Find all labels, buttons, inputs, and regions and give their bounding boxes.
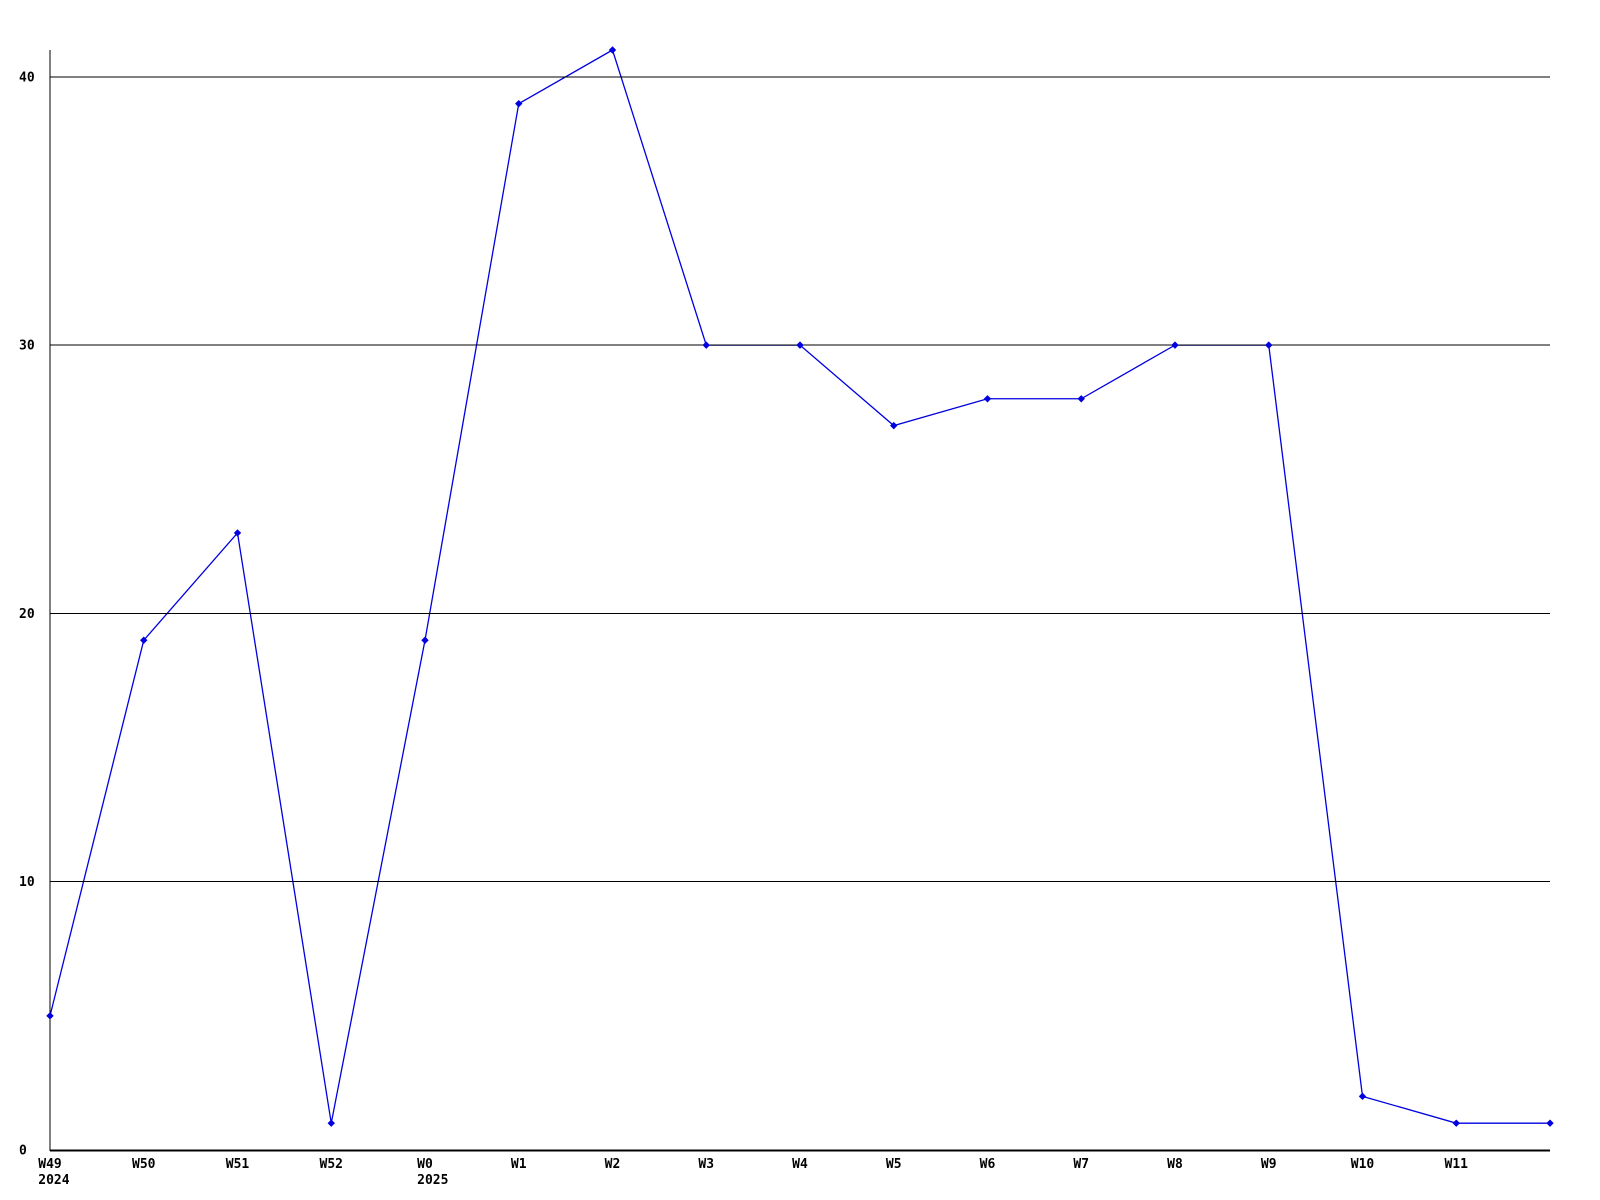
x-tick-label: W0 xyxy=(417,1157,433,1172)
y-tick-label: 10 xyxy=(19,875,35,890)
data-point xyxy=(1265,341,1273,349)
data-point xyxy=(515,99,523,108)
x-tick-label: W52 xyxy=(320,1157,343,1172)
data-point xyxy=(1171,341,1179,349)
x-tick-label: W2 xyxy=(605,1157,621,1172)
data-point xyxy=(702,341,710,349)
series-line xyxy=(49,49,1550,1124)
x-axis-labels: W49 W50 W51 W52 W0 W1 W2 W3 W4 W5 W6 W7 W8 W9 W10 W11 20… xyxy=(38,1157,1468,1188)
x-tick-label: W50 xyxy=(132,1157,156,1172)
data-point xyxy=(1077,395,1085,403)
data-point xyxy=(327,1119,335,1127)
x-tick-label: W3 xyxy=(698,1157,714,1172)
x-tick-label: W5 xyxy=(886,1157,902,1172)
axes xyxy=(49,50,1550,1152)
data-point xyxy=(140,636,148,644)
x-tick-label: W4 xyxy=(792,1157,808,1172)
x-tick-label: W11 xyxy=(1445,1157,1469,1172)
x-tick-label: W9 xyxy=(1261,1157,1277,1172)
data-point xyxy=(796,341,804,349)
data-point xyxy=(890,421,898,430)
x-year-label: 2025 xyxy=(417,1173,448,1188)
data-point xyxy=(46,1012,54,1020)
x-tick-label: W49 xyxy=(38,1157,61,1172)
data-point xyxy=(608,46,617,54)
x-year-label: 2024 xyxy=(38,1173,69,1188)
data-point xyxy=(1358,1092,1367,1101)
data-point xyxy=(233,529,242,537)
data-point-markers xyxy=(46,46,1554,1127)
data-point xyxy=(1452,1119,1460,1127)
y-axis-labels: 0 10 20 30 40 xyxy=(19,70,35,1158)
data-point xyxy=(421,636,429,644)
y-tick-label: 0 xyxy=(19,1144,27,1159)
y-tick-label: 20 xyxy=(19,607,35,622)
data-point xyxy=(983,395,992,403)
x-tick-label: W1 xyxy=(511,1157,527,1172)
x-tick-label: W7 xyxy=(1073,1157,1089,1172)
gridlines xyxy=(50,76,1550,883)
y-tick-label: 30 xyxy=(19,339,35,354)
x-tick-label: W6 xyxy=(980,1157,996,1172)
data-point xyxy=(1546,1119,1554,1127)
x-tick-label: W10 xyxy=(1351,1157,1375,1172)
x-tick-label: W8 xyxy=(1167,1157,1183,1172)
y-tick-label: 40 xyxy=(19,70,35,85)
x-tick-label: W51 xyxy=(226,1157,250,1172)
